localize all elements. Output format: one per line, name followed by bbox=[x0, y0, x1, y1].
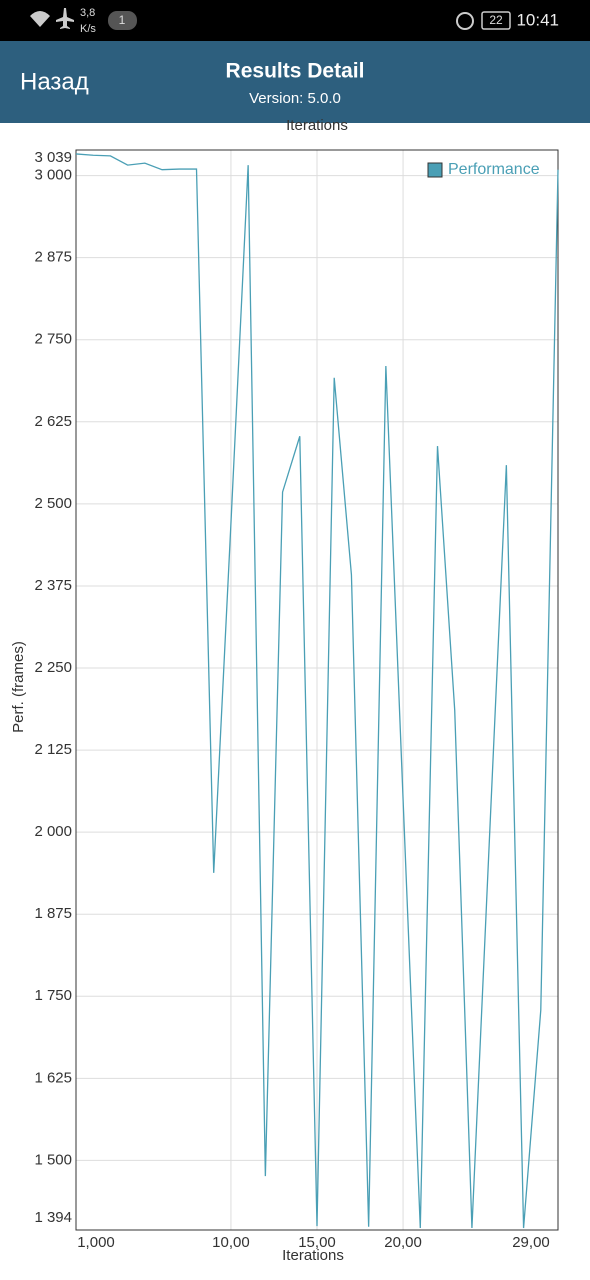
header-title: Results Detail bbox=[226, 60, 365, 83]
battery-level: 22 bbox=[489, 13, 503, 27]
header-subtitle: Version: 5.0.0 bbox=[249, 90, 341, 107]
y-tick-label: 3 039 bbox=[34, 149, 72, 166]
speed: 3,8 bbox=[80, 7, 95, 19]
y-tick-label: 1 625 bbox=[34, 1069, 72, 1086]
x-tick-label: 20,00 bbox=[384, 1234, 422, 1251]
y-tick-label: 1 394 bbox=[34, 1209, 72, 1226]
x-tick-label: 29,00 bbox=[512, 1234, 550, 1251]
y-tick-label: 2 375 bbox=[34, 577, 72, 594]
status-bar bbox=[0, 0, 590, 41]
battery-icon bbox=[481, 11, 511, 30]
plot-frame bbox=[75, 149, 559, 1231]
alarm-icon bbox=[456, 12, 474, 30]
status-icons bbox=[30, 8, 511, 30]
x-axis-label: Iterations bbox=[282, 1247, 344, 1264]
data-line bbox=[75, 153, 559, 1229]
y-tick-label: 3 000 bbox=[34, 167, 72, 184]
clock: 10:41 bbox=[516, 10, 559, 29]
wifi-icon bbox=[30, 11, 50, 27]
notification-badge bbox=[108, 11, 137, 30]
app-header bbox=[0, 41, 590, 123]
y-tick-label: 2 250 bbox=[34, 659, 72, 676]
y-tick-label: 2 125 bbox=[34, 741, 72, 758]
y-tick-label: 2 500 bbox=[34, 495, 72, 512]
y-tick-label: 1 500 bbox=[34, 1151, 72, 1168]
notification-count: 1 bbox=[119, 13, 126, 27]
chart: 1 394 1 500 1 625 1 750 1 875 2 000 2 125 2 250… bbox=[10, 149, 559, 1264]
airplane-icon bbox=[56, 8, 74, 29]
y-tick-label: 2 000 bbox=[34, 823, 72, 840]
y-axis-label: Perf. (frames) bbox=[10, 641, 27, 733]
back-button[interactable]: Назад bbox=[20, 68, 89, 95]
x-tick-label: 10,00 bbox=[212, 1234, 250, 1251]
y-tick-label: 1 875 bbox=[34, 905, 72, 922]
y-tick-label: 1 750 bbox=[34, 987, 72, 1004]
x-tick-label: 1,000 bbox=[77, 1234, 115, 1251]
y-tick-label: 2 875 bbox=[34, 249, 72, 266]
y-tick-label: 2 750 bbox=[34, 331, 72, 348]
x-tick-label: 15,00 bbox=[298, 1234, 336, 1251]
speed-unit: K/s bbox=[80, 23, 96, 35]
legend-swatch bbox=[427, 162, 443, 178]
x-axis-label-top: Iterations bbox=[286, 117, 348, 134]
legend-label: Performance bbox=[448, 161, 540, 178]
y-tick-label: 2 625 bbox=[34, 413, 72, 430]
